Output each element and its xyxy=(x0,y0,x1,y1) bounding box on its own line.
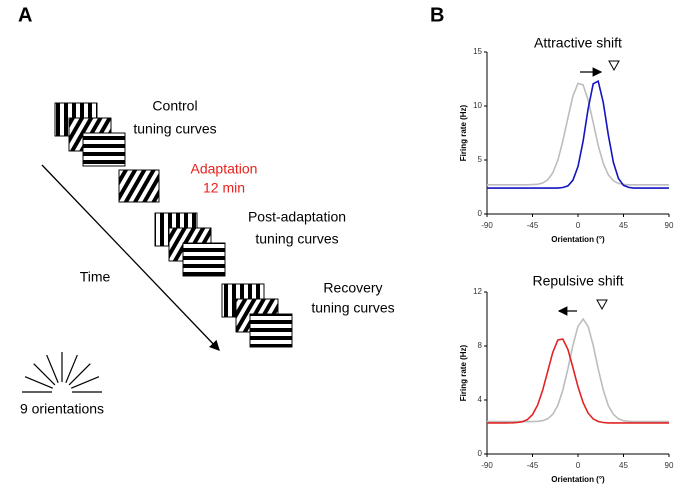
y-tick-label: 15 xyxy=(473,47,482,56)
x-tick-label: 90 xyxy=(665,221,674,230)
label: Recovery xyxy=(323,280,382,296)
y-tick-label: 5 xyxy=(478,155,483,164)
label: Post-adaptation xyxy=(248,209,346,225)
x-tick-label: -45 xyxy=(527,461,539,470)
series-line xyxy=(487,338,669,424)
y-tick-label: 10 xyxy=(473,101,482,110)
y-tick-label: 8 xyxy=(478,341,483,350)
fan-line xyxy=(65,354,78,383)
x-axis-label: Orientation (°) xyxy=(551,235,605,244)
chart-title: Repulsive shift xyxy=(532,273,623,289)
peak-marker xyxy=(596,299,608,311)
x-tick-label: 45 xyxy=(619,461,628,470)
y-tick-label: 0 xyxy=(478,209,483,218)
x-tick-label: -45 xyxy=(527,221,539,230)
label: Control xyxy=(152,98,197,114)
label: Time xyxy=(80,269,111,285)
peak-marker xyxy=(608,60,620,72)
fan-line xyxy=(24,376,53,389)
x-tick-label: 0 xyxy=(576,221,581,230)
series-line xyxy=(487,82,669,186)
label: 12 min xyxy=(203,180,245,196)
orientation-fan xyxy=(22,352,102,393)
fan-line xyxy=(33,363,56,386)
y-tick-label: 0 xyxy=(478,449,483,458)
panel-label: B xyxy=(430,4,444,26)
gratings xyxy=(54,102,293,348)
label: 9 orientations xyxy=(20,401,104,417)
series-line xyxy=(487,317,669,423)
x-tick-label: 90 xyxy=(665,461,674,470)
y-tick-label: 12 xyxy=(473,287,482,296)
x-tick-label: -90 xyxy=(481,221,493,230)
x-axis-label: Orientation (°) xyxy=(551,475,605,484)
fan-line xyxy=(46,354,59,383)
series-line xyxy=(487,80,669,189)
y-axis-label: Firing rate (Hz) xyxy=(459,344,468,401)
label: tuning curves xyxy=(311,300,394,316)
y-tick-label: 4 xyxy=(478,395,483,404)
y-axis-label: Firing rate (Hz) xyxy=(459,104,468,161)
panel-label: A xyxy=(18,4,32,26)
x-tick-label: 0 xyxy=(576,461,581,470)
fan-line xyxy=(71,376,100,389)
chart-title: Attractive shift xyxy=(534,35,622,51)
x-tick-label: -90 xyxy=(481,461,493,470)
fan-line xyxy=(68,363,91,386)
label: Adaptation xyxy=(191,161,258,177)
label: tuning curves xyxy=(255,231,338,247)
label: tuning curves xyxy=(133,121,216,137)
time-arrow xyxy=(41,164,220,351)
x-tick-label: 45 xyxy=(619,221,628,230)
